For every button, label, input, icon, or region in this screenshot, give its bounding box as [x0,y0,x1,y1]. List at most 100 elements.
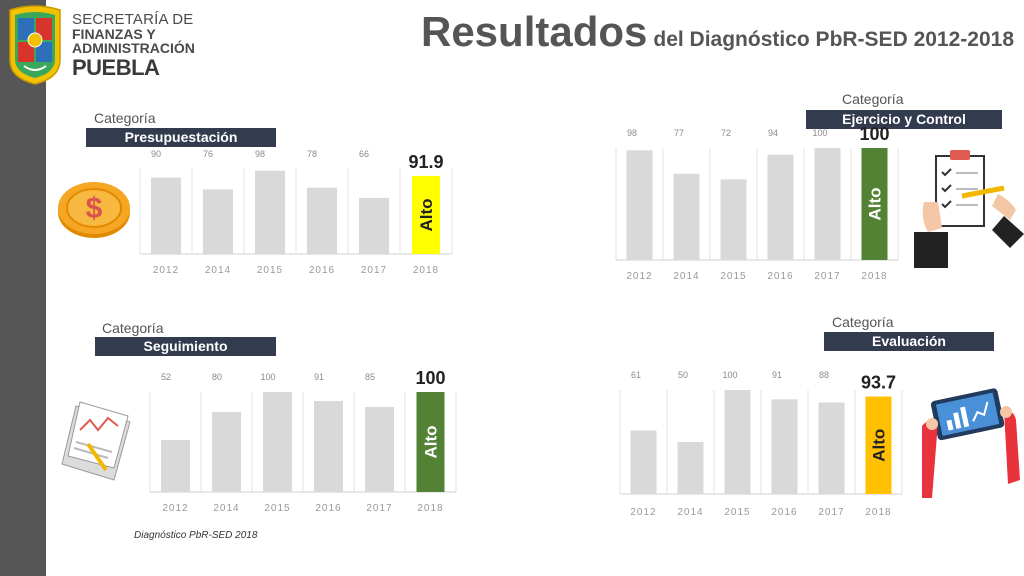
x-tick-label: 2014 [673,271,699,282]
category-name-evaluacion: Evaluación [824,332,994,351]
bar-value-label: 88 [819,370,829,380]
org-line-3: ADMINISTRACIÓN [72,40,195,56]
bar [818,402,845,494]
highlight-level-label: Alto [866,187,885,220]
x-tick-label: 2016 [309,265,335,276]
bar [365,407,394,492]
x-tick-label: 2017 [818,507,844,518]
x-tick-label: 2012 [162,503,188,514]
footer-note: Diagnóstico PbR-SED 2018 [134,530,258,541]
highlight-value-label: 100 [859,124,889,144]
bar [767,154,794,260]
category-name-ejercicio: Ejercicio y Control [806,110,1002,129]
bar-value-label: 91 [314,372,324,382]
bar-value-label: 98 [255,149,265,159]
x-tick-label: 2016 [315,503,341,514]
category-label-presupuestacion: Categoría [94,110,156,126]
bar [307,187,337,254]
x-tick-label: 2015 [264,503,290,514]
x-tick-label: 2012 [626,271,652,282]
x-tick-label: 2018 [861,271,887,282]
chart-evaluacion: 61 2012 50 2014 100 2015 91 2016 88 2017 93.7 Alto 2… [619,370,903,518]
x-tick-label: 2016 [771,507,797,518]
bar [771,399,798,494]
x-tick-label: 2012 [630,507,656,518]
bar-value-label: 72 [721,128,731,138]
bar-value-label: 94 [768,128,778,138]
x-tick-label: 2017 [814,271,840,282]
category-name-seguimiento: Seguimiento [95,337,276,356]
organization-name: SECRETARÍA DE FINANZAS Y ADMINISTRACIÓN … [72,12,195,79]
coin-dollar-icon: $ [58,182,130,238]
highlight-value-label: 93.7 [861,373,896,393]
bar-value-label: 50 [678,370,688,380]
x-tick-label: 2014 [213,503,239,514]
chart-seguimiento: 52 2012 80 2014 100 2015 91 2016 85 2017 100 Alto 20… [149,368,457,514]
bar [255,170,285,254]
chart-presupuestacion: 90 2012 76 2014 98 2015 78 2016 66 2017 91.9 Alto 20… [139,149,453,276]
bar [161,440,190,492]
bar [263,392,292,492]
bar-value-label: 100 [812,128,827,138]
category-label-seguimiento: Categoría [102,320,164,336]
x-tick-label: 2015 [720,271,746,282]
bar-value-label: 90 [151,149,161,159]
org-line-2: FINANZAS Y [72,26,156,42]
bar [630,430,657,494]
bar [720,179,747,260]
x-tick-label: 2016 [767,271,793,282]
bar [673,173,700,260]
checklist-clipboard-icon [914,150,1024,268]
highlight-value-label: 91.9 [408,152,443,172]
x-tick-label: 2018 [413,265,439,276]
report-chart-paper-icon [61,401,131,481]
bar-value-label: 85 [365,372,375,382]
bar-value-label: 98 [627,128,637,138]
bar-value-label: 91 [772,370,782,380]
x-tick-label: 2017 [361,265,387,276]
highlight-level-label: Alto [422,425,441,458]
org-line-4: PUEBLA [72,55,160,80]
bar [677,442,704,494]
bar [203,189,233,254]
page-title-main: Resultados [420,8,648,55]
bar-value-label: 52 [161,372,171,382]
page-title-sub: del Diagnóstico PbR-SED 2012-2018 [653,28,1014,51]
chart-ejercicio-y-control: 98 2012 77 2014 72 2015 94 2016 100 2017 100 Alto 20… [615,124,899,282]
highlight-level-label: Alto [870,429,889,462]
bar-highlight [861,148,888,260]
bar-value-label: 100 [722,370,737,380]
bar [814,148,841,260]
bar-value-label: 100 [260,372,275,382]
bar-value-label: 66 [359,149,369,159]
tablet-analytics-icon [922,388,1020,498]
category-label-evaluacion: Categoría [832,314,894,330]
left-sidebar-strip [0,0,46,576]
x-tick-label: 2017 [366,503,392,514]
bar-value-label: 80 [212,372,222,382]
highlight-level-label: Alto [417,198,436,231]
category-name-presupuestacion: Presupuestación [86,128,276,147]
bar [724,390,751,494]
x-tick-label: 2015 [257,265,283,276]
bar-value-label: 76 [203,149,213,159]
bar-highlight [865,396,892,494]
bar [151,177,181,254]
svg-text:$: $ [86,192,103,225]
bar-value-label: 61 [631,370,641,380]
bar [359,197,389,254]
org-line-1: SECRETARÍA DE [72,11,194,28]
bar [212,412,241,492]
x-tick-label: 2018 [865,507,891,518]
x-tick-label: 2014 [677,507,703,518]
bar-value-label: 77 [674,128,684,138]
bar-highlight [412,175,440,254]
puebla-seal-logo [9,5,61,85]
x-tick-label: 2015 [724,507,750,518]
x-tick-label: 2014 [205,265,231,276]
bar [314,401,343,492]
page-title: Resultados del Diagnóstico PbR-SED 2012-2… [421,8,1014,56]
highlight-value-label: 100 [415,368,445,388]
bar [626,150,653,260]
x-tick-label: 2012 [153,265,179,276]
